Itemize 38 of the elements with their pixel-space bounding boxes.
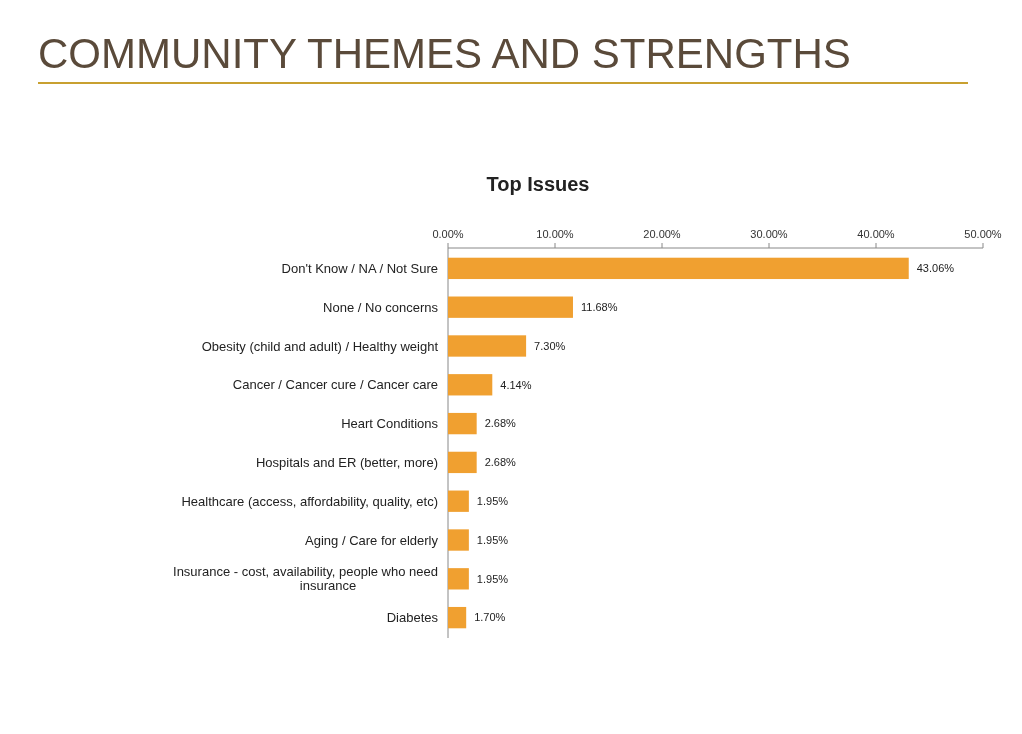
y-tick-label: None / No concerns — [323, 299, 439, 315]
data-label: 2.68% — [484, 417, 517, 430]
data-label: 11.68% — [580, 301, 618, 314]
data-label: 2.68% — [484, 456, 517, 469]
x-tick-label: 50.00% — [964, 228, 1002, 240]
x-tick-label: 10.00% — [536, 228, 574, 240]
chart-subtitle: Top Issues — [486, 173, 590, 195]
bar — [448, 412, 477, 435]
bar — [448, 529, 469, 551]
bar — [448, 335, 527, 357]
data-label: 1.95% — [476, 533, 509, 546]
y-tick-label: Heart Conditions — [341, 416, 439, 432]
x-tick-label: 20.00% — [643, 228, 681, 240]
chart-title: COMMUNITY THEMES AND STRENGTHS — [38, 30, 851, 77]
data-label: 7.30% — [534, 339, 566, 352]
x-tick-label: 40.00% — [857, 228, 895, 240]
data-label: 43.06% — [916, 262, 955, 275]
y-tick-label: Healthcare (access, affordability, quality, etc) — [181, 493, 438, 509]
y-tick-label: Aging / Care for elderly — [305, 532, 439, 548]
bar — [448, 568, 469, 590]
bar — [448, 257, 909, 280]
data-label: 1.70% — [474, 611, 506, 624]
bar — [448, 606, 467, 629]
bar — [448, 374, 493, 396]
x-tick-label: 30.00% — [750, 228, 788, 240]
bar — [448, 490, 469, 512]
y-tick-label: Cancer / Cancer cure / Cancer care — [232, 377, 438, 393]
bar — [448, 296, 573, 318]
data-label: 1.95% — [476, 495, 509, 508]
y-tick-label: Hospitals and ER (better, more) — [255, 454, 438, 470]
data-label: 1.95% — [476, 572, 509, 585]
x-tick-label: 0.00% — [432, 228, 464, 240]
data-label: 4.14% — [500, 378, 532, 391]
y-tick-label: Insurance - cost, availability, people who need insurance — [173, 564, 438, 594]
y-tick-label: Don't Know / NA / Not Sure — [281, 260, 438, 276]
bar — [448, 451, 477, 474]
y-tick-label: Diabetes — [386, 610, 439, 626]
y-tick-label: Obesity (child and adult) / Healthy weight — [201, 338, 439, 354]
